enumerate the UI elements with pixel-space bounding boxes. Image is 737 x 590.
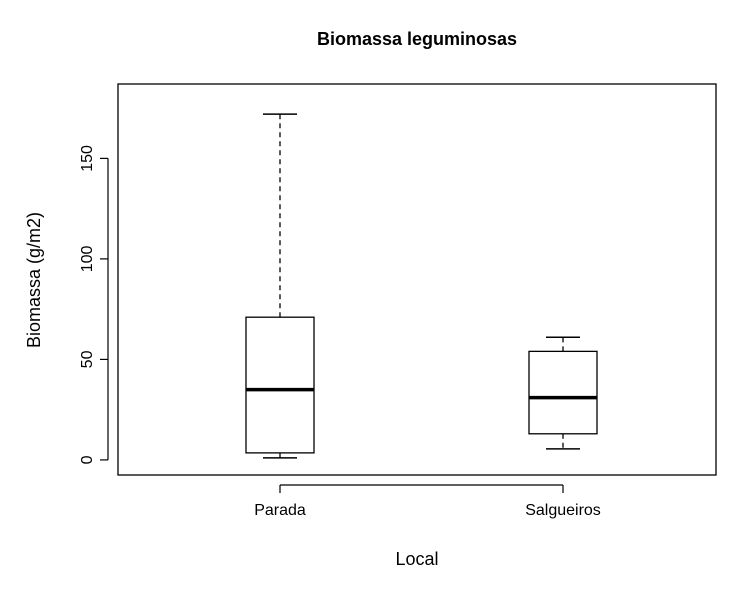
plot-frame [117, 83, 717, 476]
x-tick-label: Parada [254, 502, 306, 519]
x-tick-label: Salgueiros [525, 502, 601, 519]
y-axis-label: Biomassa (g/m2) [24, 212, 44, 348]
y-tick-label: 50 [79, 350, 96, 368]
box [528, 350, 598, 435]
chart-title: Biomassa leguminosas [317, 29, 517, 49]
x-axis-label: Local [395, 549, 438, 569]
y-tick-label: 0 [79, 455, 96, 464]
y-tick-label: 150 [79, 145, 96, 172]
box [245, 316, 315, 454]
y-tick-label: 100 [79, 245, 96, 272]
